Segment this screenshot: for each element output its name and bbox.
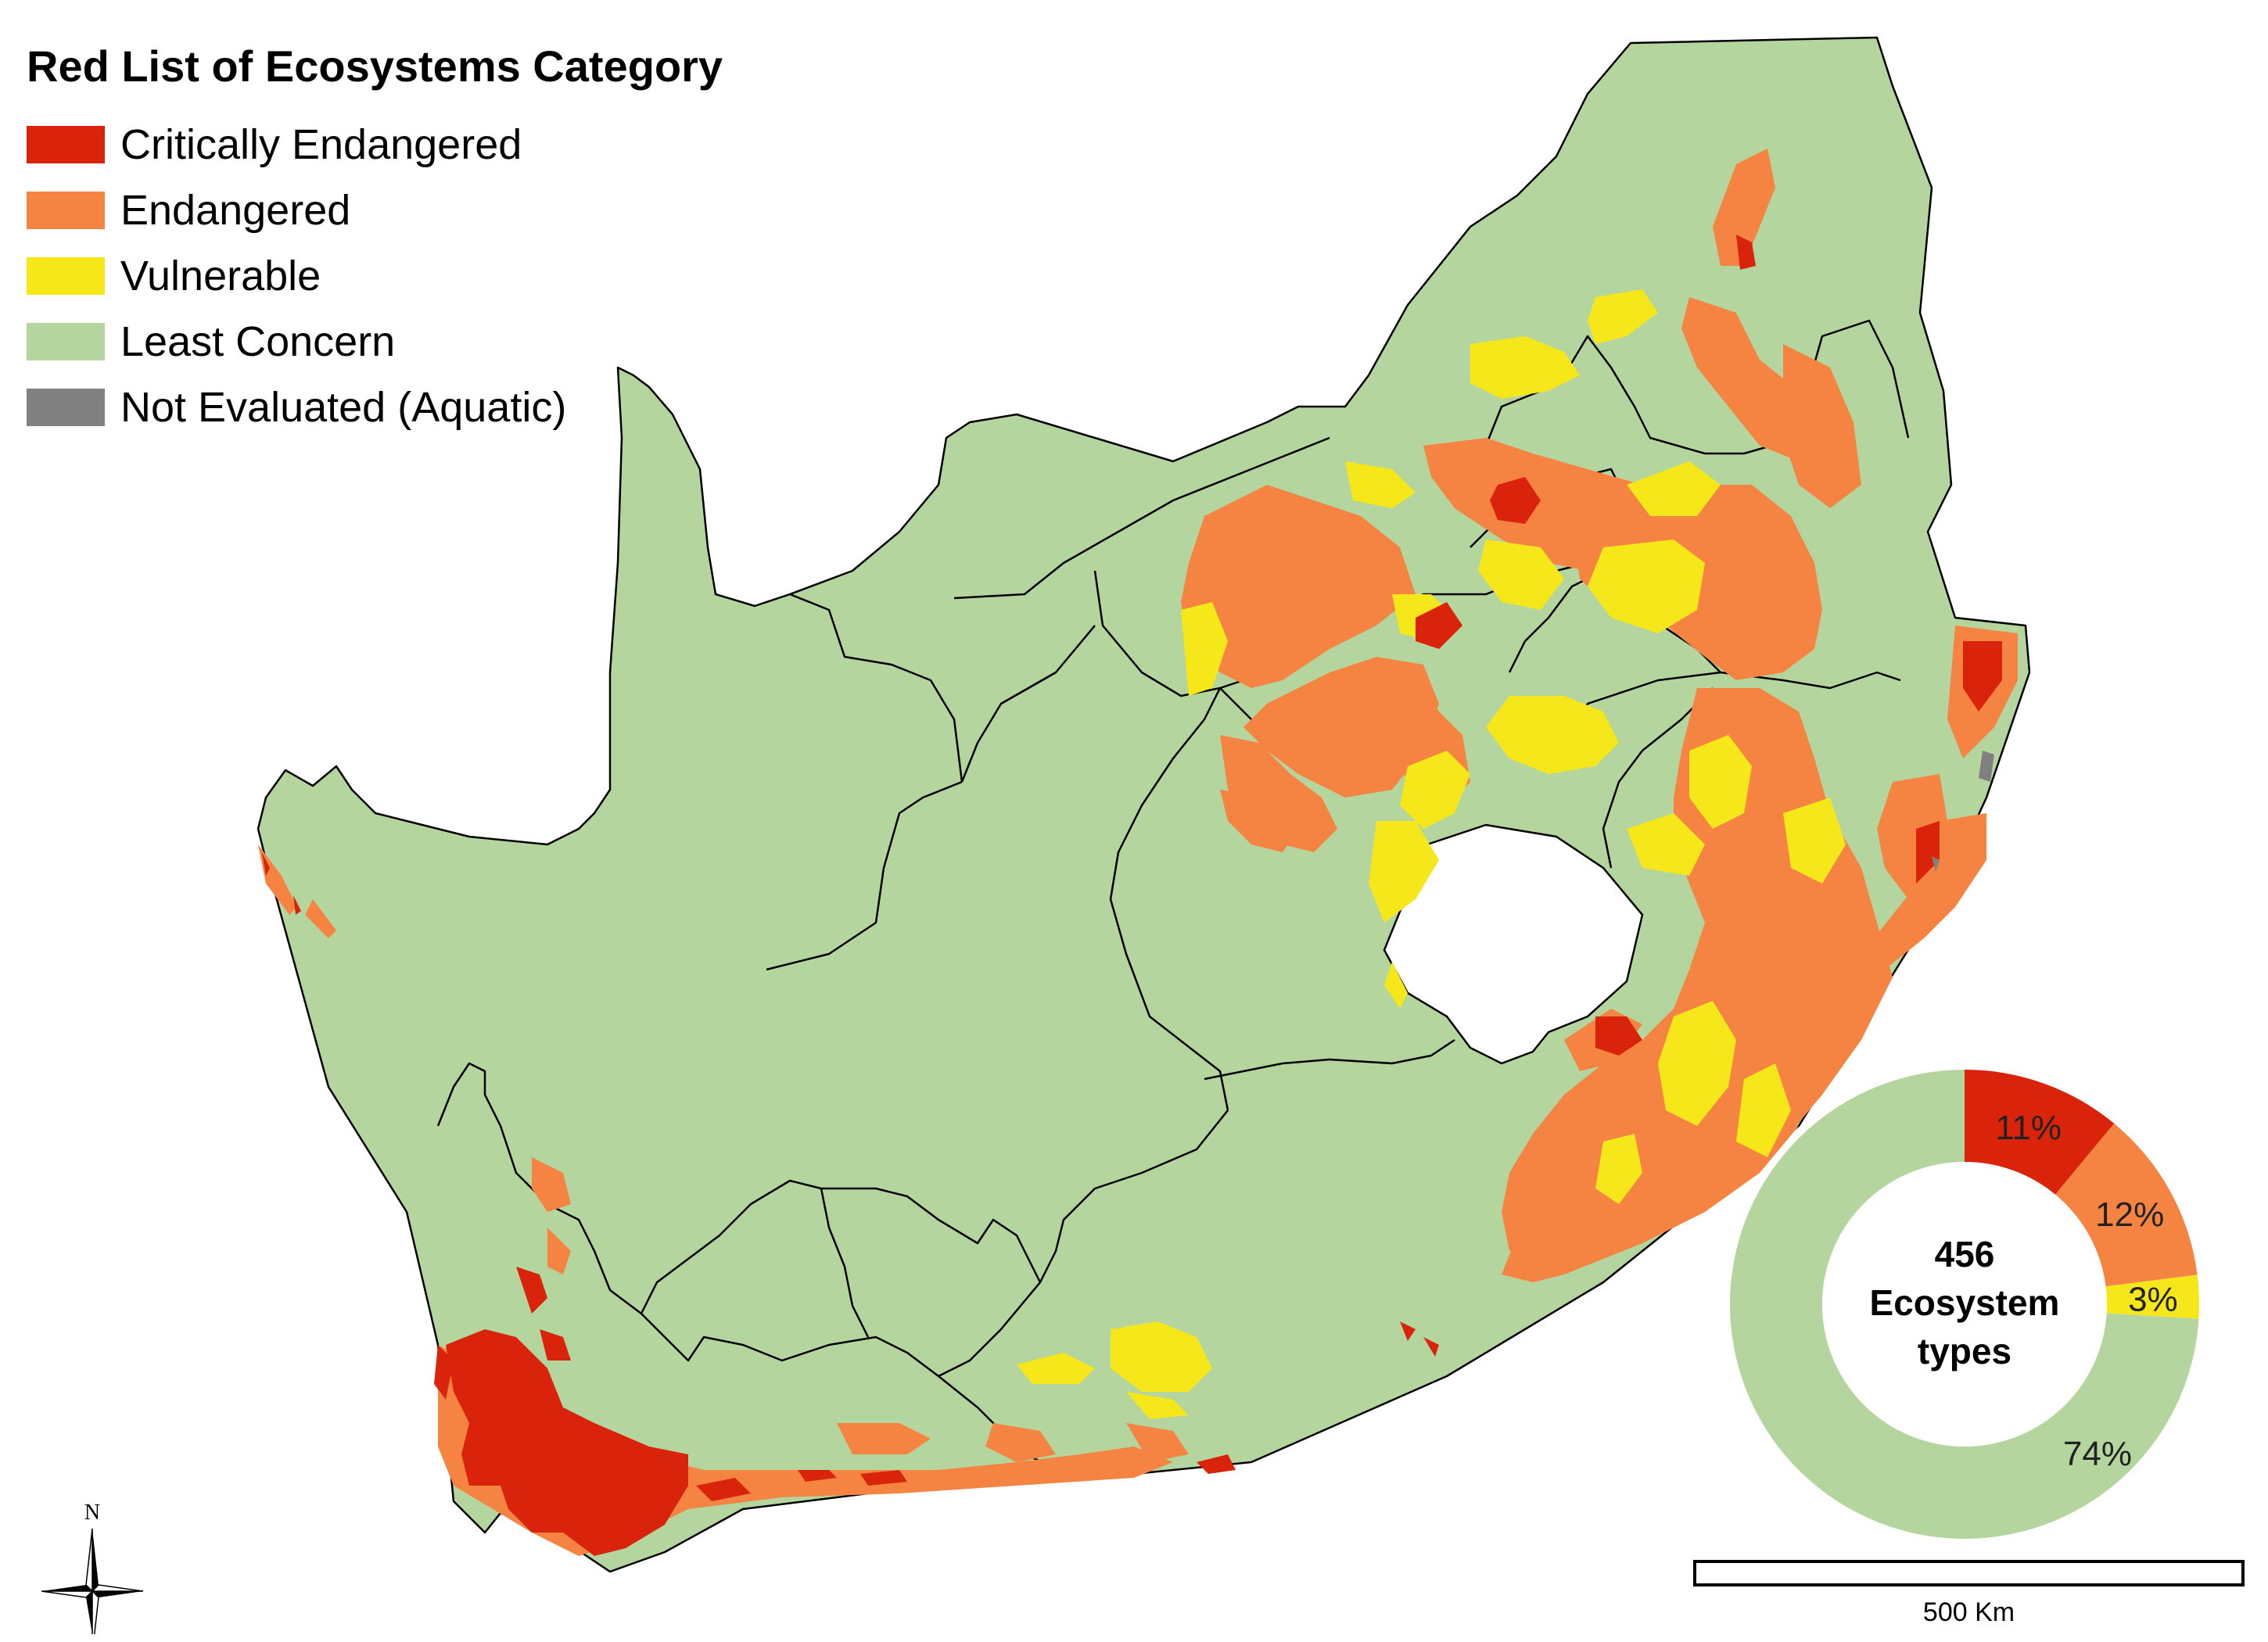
legend-item-critically-endangered: Critically Endangered xyxy=(27,112,723,177)
legend-label: Not Evaluated (Aquatic) xyxy=(120,384,567,431)
legend-title: Red List of Ecosystems Category xyxy=(27,41,723,91)
ecosystem-donut-chart: 11% 12% 3% 74% 456 Ecosystem types xyxy=(1730,1070,2199,1539)
donut-slice-endangered xyxy=(2055,1123,2198,1287)
donut-slice-critically-endangered xyxy=(1965,1070,2115,1195)
not-evaluated-areas xyxy=(1932,751,1994,872)
donut-hole xyxy=(1822,1162,2107,1447)
scale-bar: 500 Km xyxy=(1693,1560,2245,1628)
donut-label: 3% xyxy=(2128,1280,2178,1318)
donut-center-text: types xyxy=(1918,1331,2011,1371)
legend-swatch xyxy=(27,389,105,426)
legend-swatch xyxy=(27,192,105,229)
legend-swatch xyxy=(27,323,105,360)
donut-label: 74% xyxy=(2063,1435,2132,1473)
legend-item-vulnerable: Vulnerable xyxy=(27,243,723,309)
legend-item-not-evaluated: Not Evaluated (Aquatic) xyxy=(27,375,723,440)
north-arrow-icon: N xyxy=(41,1500,144,1634)
legend-swatch xyxy=(27,257,105,295)
donut-slice-least-concern xyxy=(1730,1070,2199,1539)
scale-label: 500 Km xyxy=(1922,1597,2015,1627)
donut-slice-vulnerable xyxy=(2105,1275,2199,1319)
lesotho-enclave xyxy=(1383,823,1644,1065)
vulnerable-areas xyxy=(1017,289,1846,1419)
donut-center-text: Ecosystem xyxy=(1870,1282,2060,1323)
legend-item-endangered: Endangered xyxy=(27,177,723,243)
north-label: N xyxy=(84,1500,100,1525)
map-legend: Red List of Ecosystems Category Critical… xyxy=(27,41,723,440)
donut-center-text: 456 xyxy=(1935,1234,1995,1275)
donut-label: 11% xyxy=(1995,1109,2062,1147)
critically-endangered-areas xyxy=(262,235,2002,1556)
scale-box xyxy=(1693,1560,2245,1586)
legend-swatch xyxy=(27,126,105,163)
legend-label: Endangered xyxy=(120,187,351,234)
legend-label: Vulnerable xyxy=(120,253,321,299)
legend-label: Critically Endangered xyxy=(120,121,522,168)
legend-label: Least Concern xyxy=(120,318,396,365)
legend-item-least-concern: Least Concern xyxy=(27,309,723,375)
donut-label: 12% xyxy=(2095,1196,2164,1234)
